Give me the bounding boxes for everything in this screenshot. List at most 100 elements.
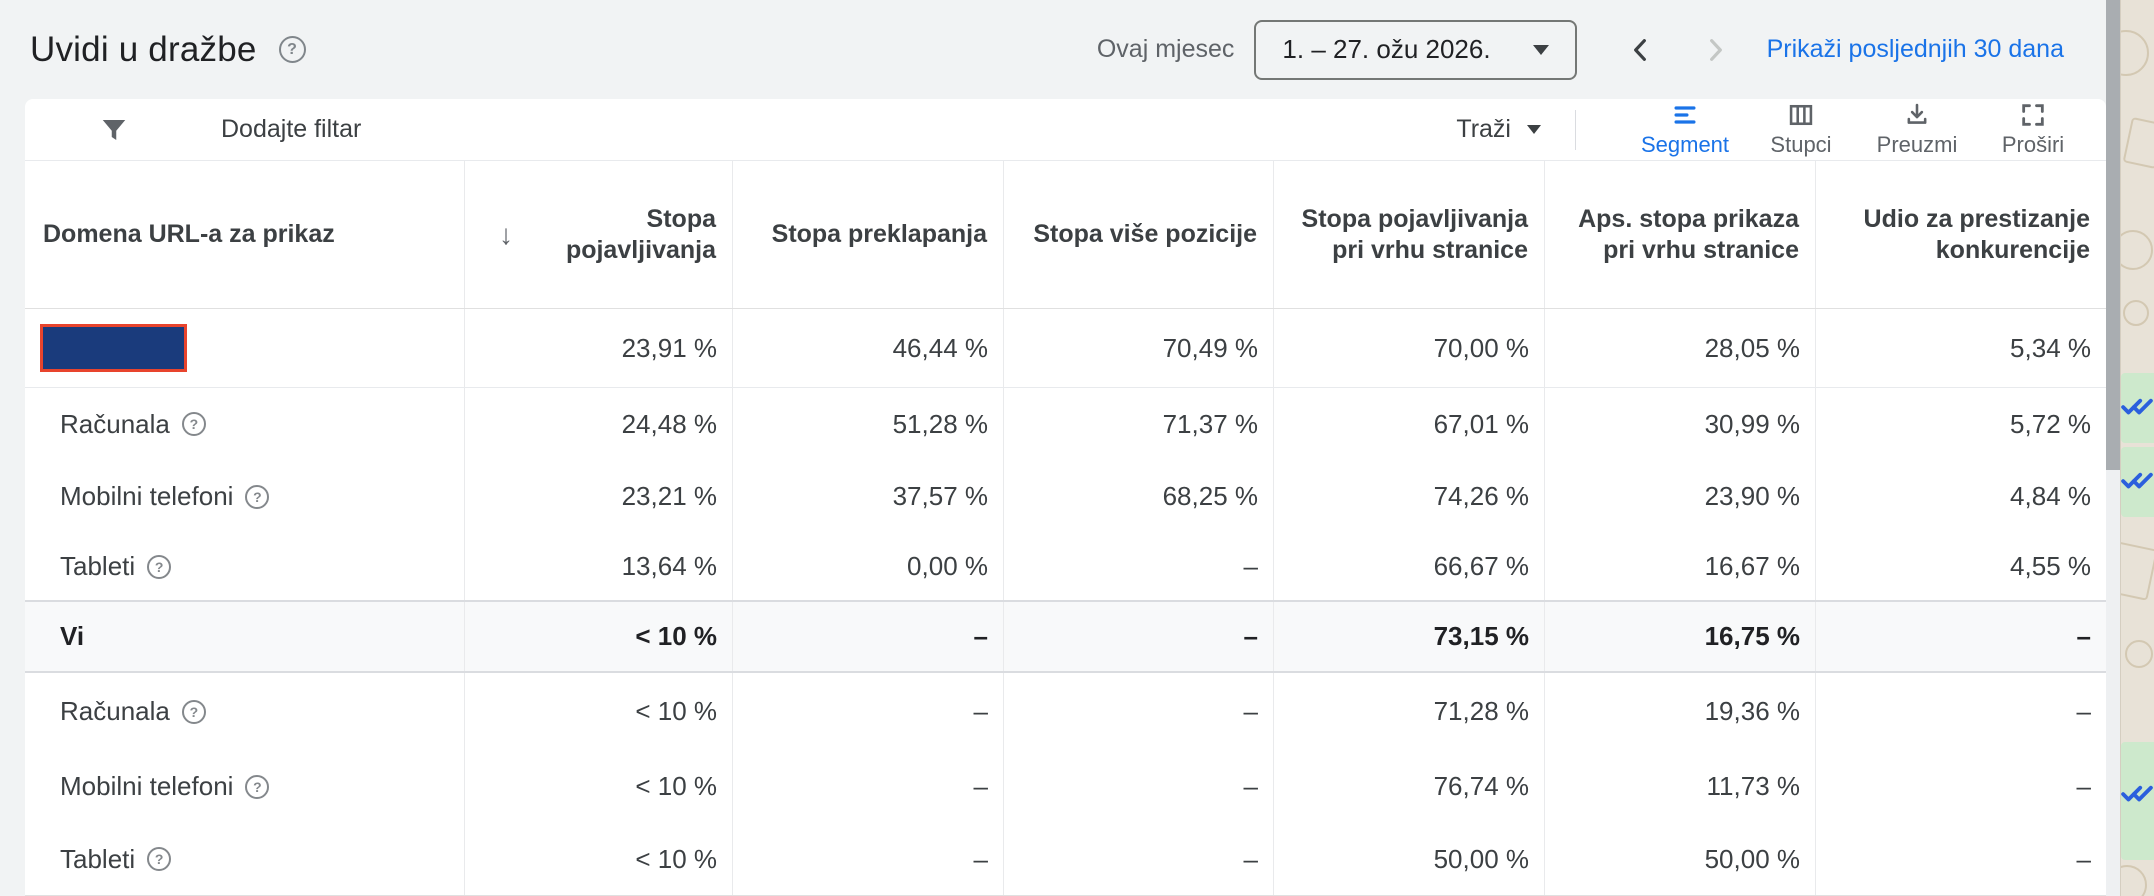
segment-label: Mobilni telefoni [60,771,234,801]
show-last-30-days-link[interactable]: Prikaži posljednjih 30 dana [1766,35,2064,63]
metric-cell: 71,37 % [1003,388,1273,460]
column-header-overlap-rate[interactable]: Stopa preklapanja [732,161,1003,308]
search-label: Traži [1456,115,1511,143]
chevron-right-icon [1709,38,1722,61]
download-button[interactable]: Preuzmi [1866,101,1968,158]
table-row: Mobilni telefoni ? 23,21 % 37,57 % 68,25… [25,460,2106,533]
columns-button[interactable]: Stupci [1750,101,1852,158]
metric-cell: 5,72 % [1815,388,2106,460]
column-header-position-above-rate[interactable]: Stopa više pozicije [1003,161,1273,308]
next-period-button[interactable] [1691,26,1739,74]
metric-cell: 67,01 % [1273,388,1544,460]
expand-button[interactable]: Proširi [1982,101,2084,158]
metric-cell: < 10 % [464,673,732,750]
metric-cell: 70,00 % [1273,309,1544,387]
table-toolbar: Dodajte filtar Traži Segment Stupci Preu… [25,99,2106,161]
chevron-left-icon [1633,38,1646,61]
metric-cell: 24,48 % [464,388,732,460]
metric-cell: 73,15 % [1273,602,1544,671]
table-row: Računala ? 24,48 % 51,28 % 71,37 % 67,01… [25,387,2106,460]
metric-cell: – [1003,750,1273,823]
metric-cell: – [1003,823,1273,895]
period-label: Ovaj mjesec [1096,35,1235,63]
doodle-circle [2123,300,2149,326]
add-filter-button[interactable]: Dodajte filtar [221,115,362,143]
metric-cell: 0,00 % [732,533,1003,600]
row-label-cell: Računala ? [25,388,464,460]
metric-cell: 66,67 % [1273,533,1544,600]
title-help-icon[interactable]: ? [278,36,306,63]
metric-cell: 19,36 % [1544,673,1815,750]
toolbar-divider [1575,109,1576,150]
metric-cell: – [1003,533,1273,600]
vertical-scrollbar[interactable] [2106,0,2120,896]
doodle-circle [2121,30,2149,76]
metric-cell: – [1003,602,1273,671]
metric-cell: – [732,750,1003,823]
metric-cell: – [1815,602,2106,671]
metric-cell: – [732,823,1003,895]
metric-cell: 28,05 % [1544,309,1815,387]
download-label: Preuzmi [1876,132,1958,157]
column-header-impression-share[interactable]: ↓ Stopa pojavljivanja [464,161,732,308]
row-label-cell: Računala ? [25,673,464,750]
redacted-domain [40,324,187,372]
help-icon[interactable]: ? [147,847,172,871]
metric-cell: – [732,602,1003,671]
help-icon[interactable]: ? [245,484,270,509]
segment-label: Mobilni telefoni [60,481,234,511]
segment-label: Računala [60,696,170,726]
metric-cell: – [1815,823,2106,895]
help-icon[interactable]: ? [181,699,206,724]
expand-label: Proširi [2001,132,2065,157]
doodle-circle [2125,640,2153,668]
expand-icon [2022,104,2044,126]
metric-cell: 4,55 % [1815,533,2106,600]
table-header-row: Domena URL-a za prikaz ↓ Stopa pojavljiv… [25,161,2106,309]
row-label-cell: Vi [25,602,464,671]
column-header-top-of-page-rate[interactable]: Stopa pojavljivanja pri vrhu stranice [1273,161,1544,308]
row-label-cell [25,309,464,387]
column-header-outranking-share[interactable]: Udio za prestizanje konkurencije [1815,161,2106,308]
metric-cell: 13,64 % [464,533,732,600]
segment-icon [1674,106,1696,124]
title-wrap: Uvidi u dražbe ? [30,0,306,99]
help-icon[interactable]: ? [147,554,172,579]
metric-cell: 30,99 % [1544,388,1815,460]
metric-cell: 4,84 % [1815,460,2106,533]
metric-cell: 51,28 % [732,388,1003,460]
table-row-you: Vi < 10 % – – 73,15 % 16,75 % – [25,600,2106,673]
help-icon[interactable]: ? [181,412,206,436]
metric-cell: 76,74 % [1273,750,1544,823]
metric-cell: 50,00 % [1544,823,1815,895]
segment-label: Tableti [60,843,136,874]
segment-button[interactable]: Segment [1634,101,1736,158]
segment-label: Računala [60,408,170,439]
segment-label: Tableti [60,551,136,581]
columns-label: Stupci [1770,132,1832,157]
previous-period-button[interactable] [1617,26,1665,74]
metric-cell: 74,26 % [1273,460,1544,533]
date-range-picker[interactable]: 1. – 27. ožu 2026. [1254,19,1577,80]
chevron-down-icon [1532,44,1549,55]
metric-cell: < 10 % [464,602,732,671]
metric-cell: 5,34 % [1815,309,2106,387]
scrollbar-thumb[interactable] [2106,0,2120,470]
highlight-block [2121,373,2154,443]
metric-cell: 23,21 % [464,460,732,533]
metric-cell: – [732,673,1003,750]
metric-cell: 16,75 % [1544,602,1815,671]
segment-label: Segment [1640,132,1730,157]
metric-cell: – [1815,673,2106,750]
column-header-abs-top-of-page-rate[interactable]: Aps. stopa prikaza pri vrhu stranice [1544,161,1815,308]
metric-cell: 37,57 % [732,460,1003,533]
column-header-domain[interactable]: Domena URL-a za prikaz [43,220,335,248]
double-check-icon [2121,398,2153,415]
double-check-icon [2121,472,2153,489]
filter-icon [102,119,126,140]
search-button[interactable]: Traži [1456,115,1541,144]
help-icon[interactable]: ? [245,774,270,799]
metric-cell: < 10 % [464,750,732,823]
highlight-block [2121,447,2154,517]
filter-button[interactable] [99,115,129,145]
